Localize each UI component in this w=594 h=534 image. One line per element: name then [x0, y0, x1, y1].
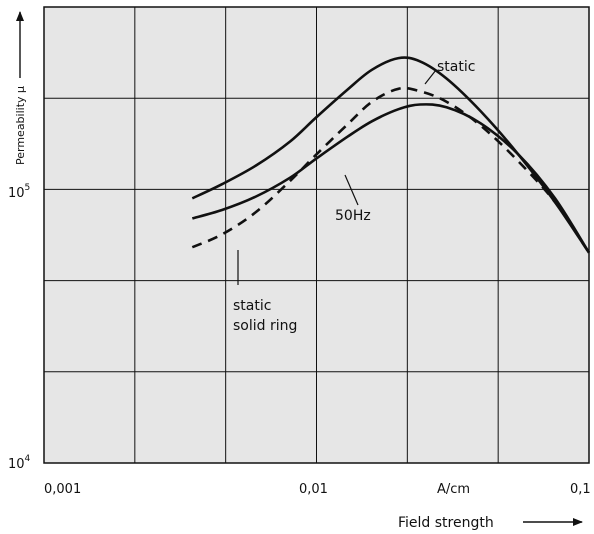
50hz-pointer [344, 174, 359, 206]
series-line-static-solid-ring [191, 86, 591, 254]
series-line-50hz [191, 103, 591, 254]
series-layer [191, 56, 591, 254]
y-axis-title: Permeability μ [14, 86, 27, 165]
grid-lines [44, 7, 589, 463]
annotation-static-ring-line1: static [233, 298, 271, 314]
x-tick-label: 0,01 [299, 482, 328, 497]
y-tick-label-1e5: 105 [8, 183, 30, 201]
x-tick-label: 0,001 [44, 482, 81, 497]
x-tick-label: 0,1 [570, 482, 591, 497]
static-pointer [424, 69, 437, 85]
x-tick-label: A/cm [437, 482, 470, 497]
annotation-50hz: 50Hz [335, 208, 371, 224]
annotation-static: static [437, 59, 475, 75]
annotation-static-ring-line2: solid ring [233, 318, 297, 334]
x-axis-title: Field strength [398, 515, 494, 531]
annotation-pointers [237, 69, 437, 285]
y-tick-label-1e4: 104 [8, 454, 31, 472]
